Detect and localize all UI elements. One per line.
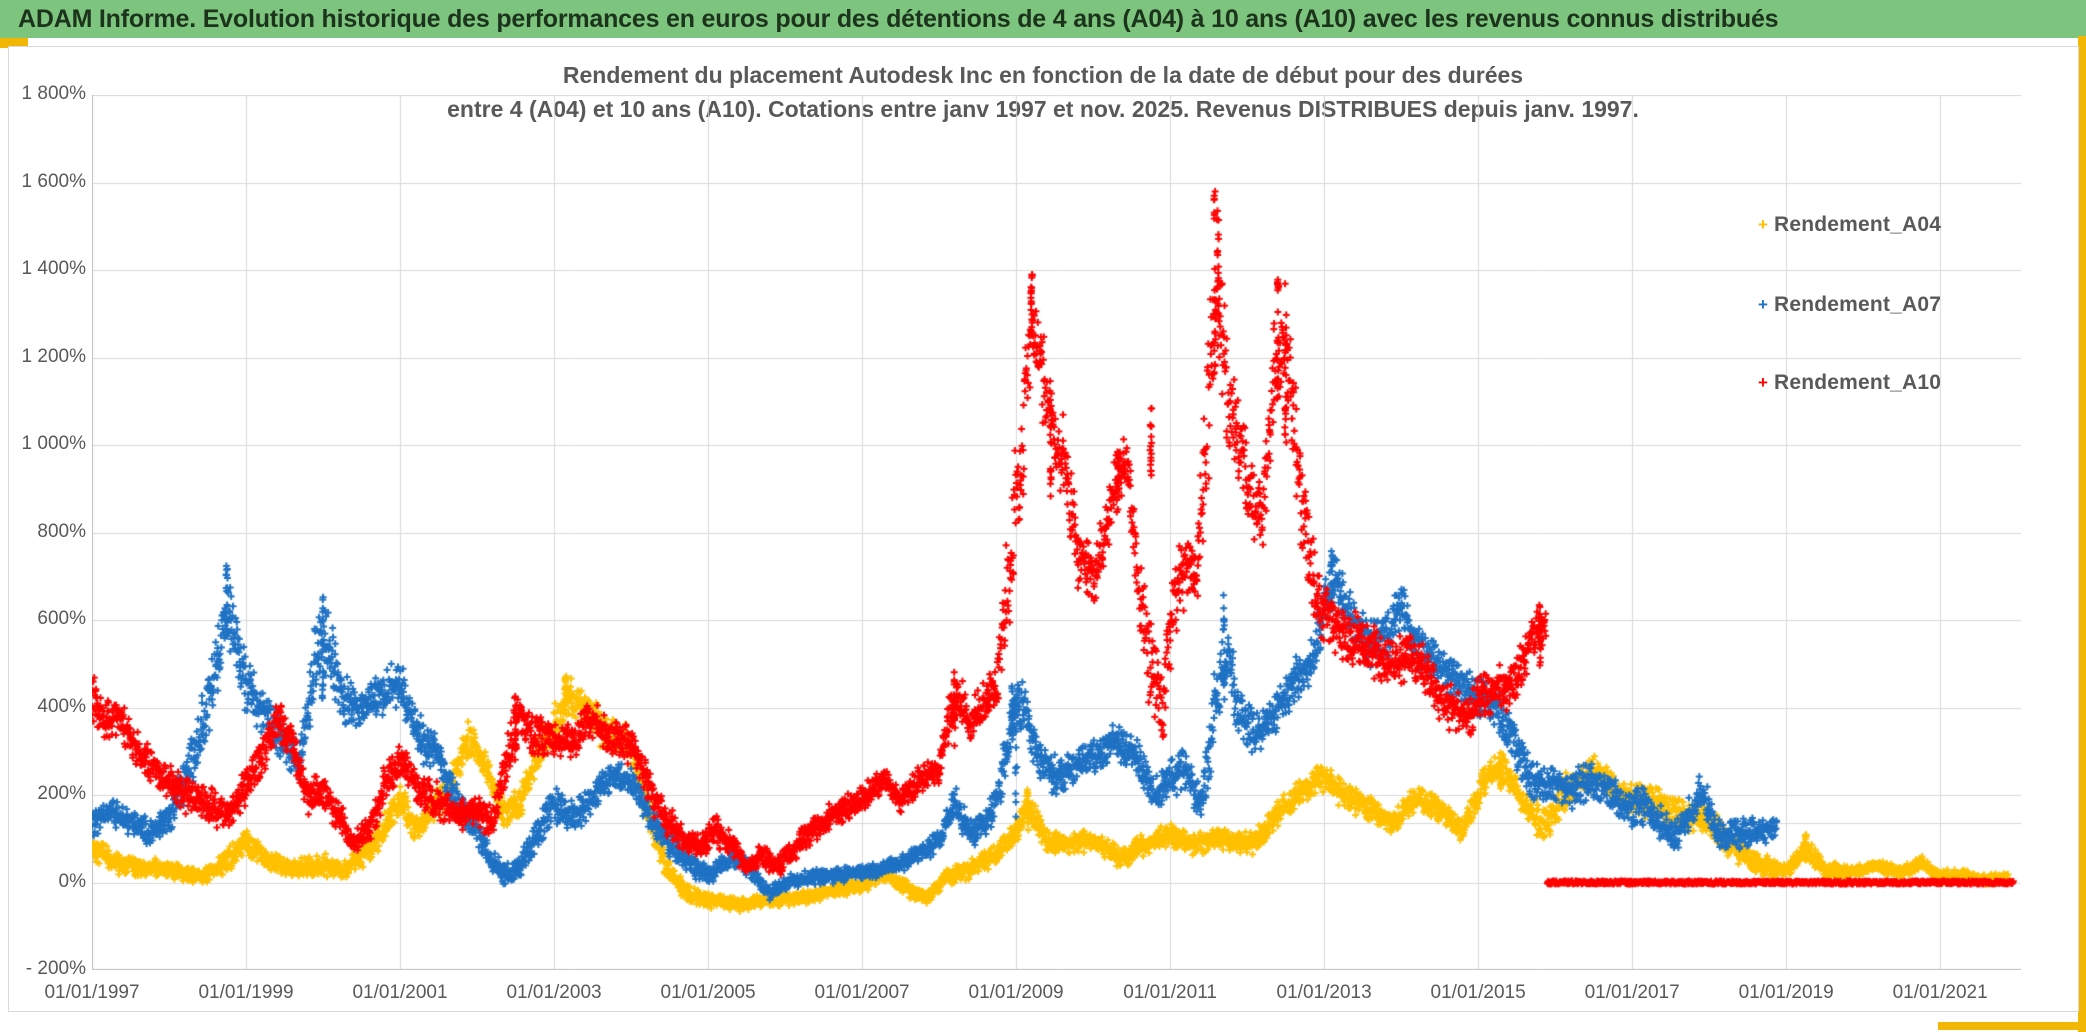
legend-item-rendement-a04[interactable]: + Rendement_A04 [1752,210,1941,240]
y-axis-tick-label: 0% [58,870,86,892]
x-axis-tick-label: 01/01/2009 [968,982,1064,1003]
y-axis-tick-label: 1 800% [21,83,86,104]
legend-label: Rendement_A04 [1774,213,1942,236]
legend-label: Rendement_A10 [1774,371,1942,394]
y-axis-tick-label: - 200% [25,958,86,979]
gold-strip-bottom-right [1938,1022,2086,1030]
title-banner: ADAM Informe. Evolution historique des p… [0,0,2086,38]
y-axis-tick-label: 800% [37,520,86,542]
plus-marker-icon: + [1758,295,1768,314]
y-axis-tick-label: 1 400% [21,258,86,279]
x-axis-tick-label: 01/01/2013 [1276,982,1372,1003]
plus-marker-icon: + [1758,373,1768,392]
chart-title-line1: Rendement du placement Autodesk Inc en f… [562,62,1524,88]
y-axis-tick-label: 600% [37,608,86,629]
x-axis-tick-label: 01/01/2007 [814,982,910,1003]
x-axis-tick-label: 01/01/2005 [660,982,756,1003]
gold-corner-top-left [0,38,28,48]
y-axis-tick-label: 1 200% [21,345,86,367]
x-axis-tick-label: 01/01/2003 [506,982,602,1003]
legend-label: Rendement_A07 [1774,293,1942,316]
x-axis-tick-label: 01/01/2011 [1123,982,1217,1003]
x-axis-tick-label: 01/01/2021 [1892,982,1988,1003]
plus-marker-icon: + [1758,215,1768,234]
gold-strip-right-edge [2078,36,2086,1032]
legend-item-rendement-a07[interactable]: + Rendement_A07 [1752,290,1941,320]
x-axis-tick-label: 01/01/1999 [198,982,294,1003]
legend-item-rendement-a10[interactable]: + Rendement_A10 [1752,368,1941,398]
x-axis-tick-label: 01/01/1997 [44,982,140,1003]
y-axis-tick-label: 400% [37,695,86,717]
y-axis-tick-label: 1 000% [21,433,86,454]
x-axis-tick-label: 01/01/2019 [1738,982,1834,1003]
x-axis-tick-label: 01/01/2017 [1584,982,1680,1003]
y-axis-tick-label: 1 600% [21,170,86,192]
y-axis-tick-label: 200% [37,783,86,804]
scatter-plot-canvas[interactable] [92,95,2021,970]
x-axis-tick-label: 01/01/2015 [1430,982,1526,1003]
x-axis-tick-label: 01/01/2001 [352,982,448,1003]
banner-title: ADAM Informe. Evolution historique des p… [18,4,1779,33]
